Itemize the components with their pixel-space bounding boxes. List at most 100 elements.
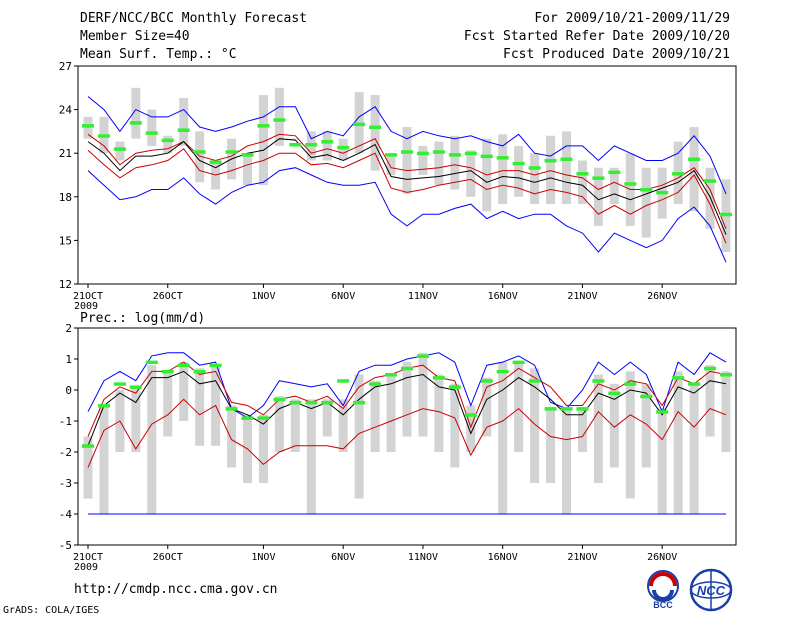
observation-marker (129, 121, 142, 125)
range-bar (609, 167, 619, 205)
range-bar (609, 383, 619, 468)
range-bar (641, 167, 651, 238)
range-bar (546, 135, 556, 205)
range-bar (418, 145, 428, 175)
observation-marker (672, 172, 685, 176)
x-tick-label: 1NOV (251, 552, 275, 563)
range-bar (370, 380, 380, 452)
range-bar (322, 399, 332, 437)
observation-marker (145, 360, 158, 365)
ncc-logo: NCC (689, 568, 733, 612)
observation-marker (560, 407, 573, 411)
range-bar (179, 362, 189, 421)
x-tick-label: 21OCT (73, 552, 103, 563)
observation-marker (385, 373, 398, 377)
range-bar (402, 127, 412, 194)
observation-marker (688, 157, 701, 162)
range-bar (274, 396, 284, 452)
y-tick-label: 1 (65, 353, 72, 366)
range-bar (689, 127, 699, 212)
plot-frame-1 (77, 327, 737, 546)
observation-marker (113, 382, 126, 386)
range-bar (562, 131, 571, 205)
observation-marker (337, 379, 350, 383)
x-tick-label: 6NOV (331, 291, 355, 302)
range-bar (530, 153, 540, 205)
source-url[interactable]: http://cmdp.ncc.cma.gov.cn (74, 582, 278, 597)
range-bar (258, 95, 268, 186)
x-tick-label: 21OCT (73, 291, 103, 302)
x-tick-label: 6NOV (331, 552, 355, 563)
x-tick-label: 26OCT (153, 291, 183, 302)
x-tick-label: 11NOV (408, 291, 438, 302)
observation-marker (688, 382, 701, 386)
member-size: Member Size=40 (80, 29, 190, 44)
observation-marker (82, 444, 94, 448)
range-bar (402, 362, 412, 437)
observation-marker (161, 369, 174, 374)
y-tick-label: 15 (59, 234, 72, 247)
y-tick-label: -3 (59, 477, 72, 490)
range-bar (370, 95, 380, 171)
observation-marker (273, 118, 286, 122)
y-tick-label: 0 (65, 384, 72, 397)
observation-marker (305, 400, 318, 405)
panel-title: Prec.: log(mm/d) (80, 311, 205, 326)
observation-marker (97, 404, 110, 408)
observation-marker (496, 156, 509, 160)
observation-marker (82, 124, 94, 128)
range-bar (386, 156, 396, 175)
range-bar (577, 160, 587, 205)
range-bar (546, 408, 556, 483)
range-bar (593, 374, 603, 483)
series-line (87, 370, 727, 446)
range-bar (625, 371, 635, 499)
range-bar (338, 138, 348, 161)
x-year-label: 2009 (74, 301, 98, 312)
observation-marker (720, 373, 732, 377)
observation-marker (337, 145, 350, 150)
observation-marker (257, 416, 270, 420)
observation-marker (480, 154, 493, 159)
x-tick-label: 26OCT (153, 552, 183, 563)
range-bar (514, 145, 524, 197)
range-bar (131, 87, 141, 139)
ncc-logo-text: NCC (697, 583, 726, 598)
range-bar (466, 150, 476, 197)
grads-credit: GrADS: COLA/IGES (3, 605, 100, 616)
observation-marker (321, 400, 334, 405)
range-bar (641, 383, 651, 468)
observation-marker (385, 153, 398, 157)
observation-marker (512, 161, 525, 166)
observation-marker (401, 150, 413, 154)
observation-marker (432, 376, 445, 380)
observation-marker (289, 400, 302, 405)
range-bar (115, 141, 125, 161)
plot-frame-0 (77, 65, 737, 285)
observation-marker (289, 142, 302, 147)
range-bar (195, 368, 205, 446)
range-bar (163, 371, 173, 437)
range-bar (673, 371, 683, 514)
range-bar (705, 365, 715, 437)
observation-marker (656, 190, 669, 195)
observation-marker (401, 366, 413, 371)
x-tick-label: 11NOV (408, 552, 438, 563)
range-bar (450, 135, 460, 190)
series-line (87, 148, 727, 244)
observation-marker (145, 131, 158, 135)
observation-marker (496, 369, 509, 374)
observation-marker (209, 363, 222, 368)
series-line (87, 96, 727, 195)
range-bar (163, 135, 173, 154)
forecast-produced: Fcst Produced Date 2009/10/21 (503, 47, 730, 62)
series-line (87, 167, 727, 263)
range-bar (147, 109, 157, 146)
observation-marker (672, 376, 685, 380)
chart-title: DERF/NCC/BCC Monthly Forecast (80, 11, 307, 26)
observation-marker (353, 400, 366, 405)
observation-marker (544, 158, 557, 163)
observation-marker (416, 354, 429, 358)
range-bar (338, 399, 348, 452)
